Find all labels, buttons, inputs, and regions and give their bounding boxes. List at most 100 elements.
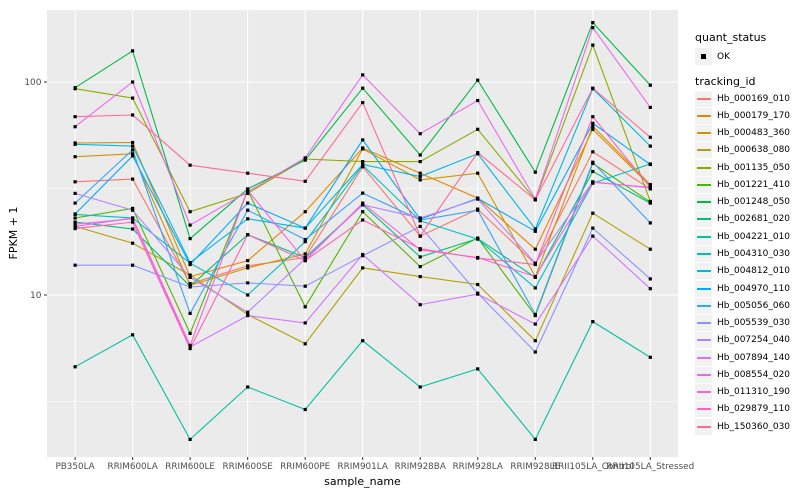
legend-item-label: Hb_008554_020 (717, 369, 791, 380)
legend-item-label: Hb_029879_110 (717, 404, 791, 415)
data-point (303, 305, 307, 309)
legend-item-label: Hb_005056_060 (717, 300, 791, 311)
data-point (648, 221, 652, 225)
legend-item-label: Hb_007894_140 (717, 352, 791, 363)
x-tick-label: RRIM928BA (395, 462, 446, 472)
data-point (73, 201, 77, 205)
data-point (361, 252, 365, 257)
data-point (418, 174, 422, 179)
data-point (188, 210, 192, 214)
legend-item-Hb_001221_410: Hb_001221_410 (695, 176, 790, 193)
legend-item-Hb_007254_040: Hb_007254_040 (695, 332, 790, 349)
legend-item-label: OK (717, 51, 730, 62)
data-point (131, 140, 135, 145)
data-point (418, 224, 422, 228)
data-point (533, 350, 537, 354)
data-point (476, 292, 480, 296)
data-point (476, 171, 480, 175)
black-square-point-icon (701, 54, 706, 59)
legend-item-label: Hb_004970_110 (717, 283, 791, 294)
data-point (418, 265, 422, 269)
legend-key-box (695, 263, 712, 280)
data-point (131, 152, 135, 156)
series-color-swatch-icon (696, 114, 711, 117)
series-color-swatch-icon (696, 183, 711, 186)
data-point (648, 135, 652, 139)
data-point (648, 83, 652, 87)
legend-tracking-id-items: Hb_000169_010 Hb_000179_170 Hb_000483_360 H… (695, 90, 790, 435)
series-color-swatch-icon (696, 253, 711, 256)
data-point (188, 262, 192, 267)
data-point (591, 43, 595, 47)
series-color-swatch-icon (696, 356, 711, 359)
data-point (361, 203, 365, 207)
data-point (131, 80, 135, 84)
data-point (131, 227, 135, 231)
data-point (131, 96, 135, 100)
data-point (361, 218, 365, 222)
data-point (361, 101, 365, 105)
data-point (476, 78, 480, 82)
y-axis-title: FPKM + 1 (7, 206, 20, 260)
x-tick-label: RRII105LA_Stressed (606, 462, 694, 472)
data-point (533, 198, 537, 202)
legend-key-box (695, 418, 712, 435)
y-tick-label: 100 (24, 78, 41, 88)
legend-item-Hb_005056_060: Hb_005056_060 (695, 297, 790, 314)
series-color-swatch-icon (696, 132, 711, 135)
legend-item-Hb_008554_020: Hb_008554_020 (695, 366, 790, 383)
data-point (131, 333, 135, 337)
data-point (648, 183, 652, 187)
data-point (188, 273, 192, 277)
legend-item-Hb_004812_010: Hb_004812_010 (695, 263, 790, 280)
data-point (418, 153, 422, 157)
legend-key-box (695, 176, 712, 193)
series-color-swatch-icon (696, 166, 711, 169)
data-point (303, 156, 307, 160)
data-point (361, 73, 365, 77)
data-point (131, 177, 135, 181)
data-point (361, 210, 365, 214)
legend-item-label: Hb_011310_190 (717, 387, 791, 398)
x-tick-label: RRIM600LA (107, 462, 157, 472)
legend-key-box (695, 315, 712, 332)
data-point (591, 320, 595, 324)
data-point (591, 211, 595, 215)
legend-item-label: Hb_000179_170 (717, 110, 791, 121)
data-point (648, 201, 652, 205)
data-point (648, 185, 652, 189)
legend-key-box (695, 142, 712, 159)
data-point (303, 240, 307, 244)
data-point (131, 144, 135, 148)
data-point (246, 264, 250, 268)
data-point (533, 286, 537, 290)
data-point (303, 257, 307, 261)
data-point (418, 255, 422, 259)
legend-item-Hb_005539_030: Hb_005539_030 (695, 314, 790, 332)
data-point (188, 311, 192, 315)
legend-key-box (695, 211, 712, 228)
legend-item-label: Hb_007254_040 (717, 335, 791, 346)
data-point (418, 385, 422, 389)
series-color-swatch-icon (696, 425, 711, 428)
data-point (418, 218, 422, 222)
data-point (303, 226, 307, 230)
legend-item-Hb_000483_360: Hb_000483_360 (695, 125, 790, 142)
data-point (476, 127, 480, 131)
data-point (591, 21, 595, 25)
data-point (131, 220, 135, 224)
data-point (246, 310, 250, 314)
data-point (648, 162, 652, 167)
data-point (131, 113, 135, 117)
data-point (131, 148, 135, 152)
data-point (418, 171, 422, 175)
data-point (246, 233, 250, 237)
data-point (476, 367, 480, 371)
legend-item-Hb_001248_050: Hb_001248_050 (695, 194, 790, 211)
data-point (476, 237, 480, 241)
data-point (188, 237, 192, 241)
data-point (73, 227, 77, 231)
data-point (188, 437, 192, 441)
data-point (591, 86, 595, 90)
data-point (476, 98, 480, 103)
